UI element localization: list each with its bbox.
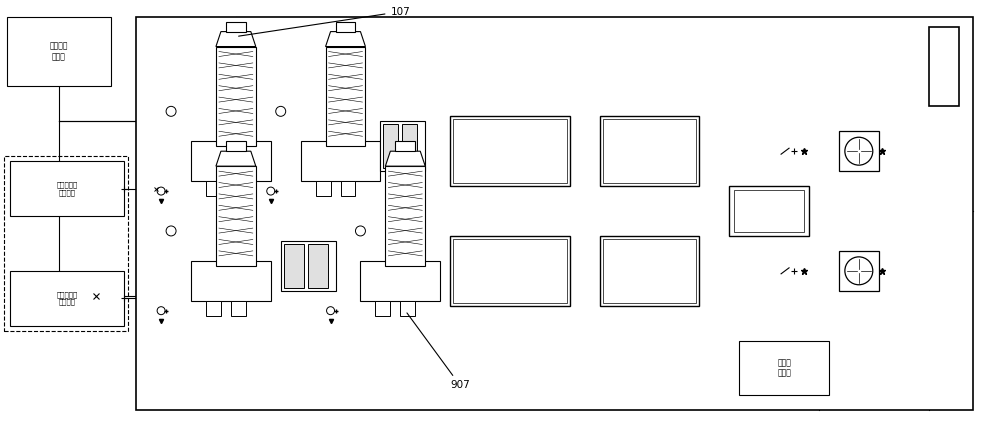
Text: 工业用水
存储槽: 工业用水 存储槽 [50,42,68,61]
Bar [226,141,246,151]
Text: 高浓度废气
产生区域: 高浓度废气 产生区域 [56,181,78,196]
Bar [216,166,256,266]
Bar [600,116,699,186]
Polygon shape [385,151,425,166]
Bar [231,181,246,196]
Circle shape [166,106,176,116]
Bar [308,244,328,288]
Circle shape [157,187,165,195]
Bar [206,301,221,316]
Circle shape [845,257,873,285]
Bar [281,241,336,291]
Bar [136,17,973,410]
Bar [4,156,128,331]
Circle shape [157,307,165,315]
Bar [739,340,829,395]
Circle shape [327,307,335,315]
Bar [206,181,221,196]
Bar [336,22,355,32]
Bar [341,181,355,196]
Polygon shape [326,32,365,46]
Bar [375,301,390,316]
Bar [10,161,124,216]
Bar [450,116,570,186]
Text: 107: 107 [239,7,410,36]
Bar [729,186,809,236]
Bar [385,166,425,266]
Text: 907: 907 [407,313,470,391]
Bar [603,239,696,303]
Bar [400,301,415,316]
Bar [10,271,124,325]
Bar [191,261,271,301]
Polygon shape [216,32,256,46]
Bar [316,181,331,196]
Bar [284,244,304,288]
Bar [326,46,365,146]
Bar [360,261,440,301]
Bar [301,141,380,181]
Bar [402,124,417,168]
Text: 污水处
理系统: 污水处 理系统 [777,358,791,378]
Bar [450,236,570,306]
Circle shape [845,137,873,165]
Bar [231,301,246,316]
Bar [453,119,567,183]
Bar [395,141,415,151]
Bar [216,46,256,146]
Polygon shape [216,151,256,166]
Circle shape [355,226,365,236]
Circle shape [276,106,286,116]
Bar [191,141,271,181]
Bar [929,26,959,106]
Bar [600,236,699,306]
Circle shape [166,226,176,236]
Bar [380,121,425,171]
Bar [603,119,696,183]
Bar [383,124,398,168]
Bar [839,251,879,291]
Circle shape [267,187,275,195]
Bar [226,22,246,32]
Bar [734,190,804,232]
Bar [453,239,567,303]
Text: 低浓度废气
产生区域: 低浓度废气 产生区域 [56,291,78,305]
Bar [839,131,879,171]
Bar [7,17,111,86]
